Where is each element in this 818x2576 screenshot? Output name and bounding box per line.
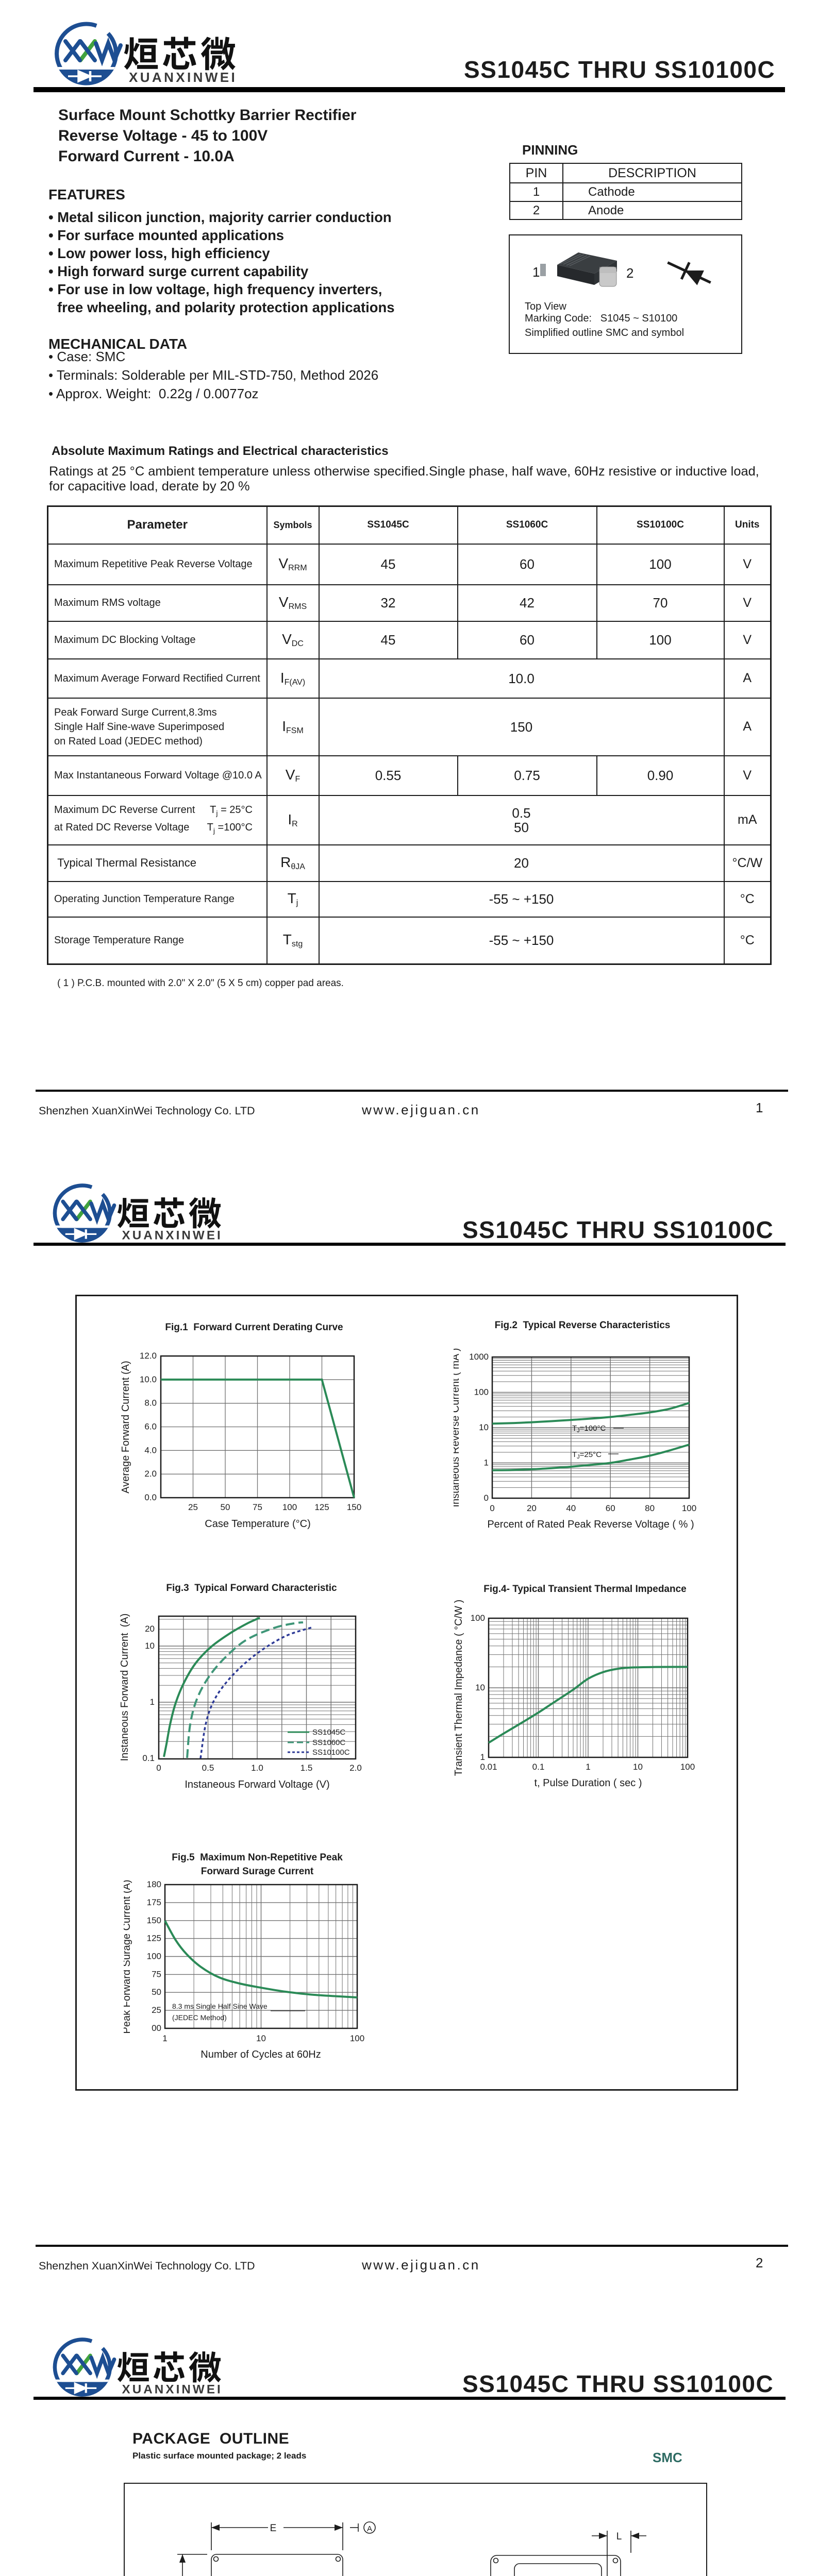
svg-text:20: 20	[145, 1624, 155, 1634]
svg-text:Percent of Rated Peak Reverse: Percent of Rated Peak Reverse Voltage ( …	[487, 1519, 694, 1530]
svg-text:A: A	[367, 2524, 372, 2533]
svg-text:6.0: 6.0	[144, 1422, 157, 1432]
svg-text:125: 125	[147, 1934, 161, 1943]
svg-text:100: 100	[350, 2033, 364, 2043]
svg-text:00: 00	[152, 2023, 161, 2033]
svg-text:Instaneous Reverse Current ( m: Instaneous Reverse Current ( mA )	[454, 1348, 461, 1507]
svg-text:100: 100	[471, 1613, 485, 1623]
svg-text:0.1: 0.1	[532, 1762, 545, 1772]
svg-text:Number of Cycles at 60Hz: Number of Cycles at 60Hz	[201, 2049, 321, 2060]
svg-text:L: L	[616, 2531, 622, 2542]
svg-text:E: E	[270, 2523, 277, 2534]
svg-text:Transient Thermal Impedance (: Transient Thermal Impedance ( °C/W )	[453, 1600, 464, 1776]
svg-text:(JEDEC Method): (JEDEC Method)	[172, 2013, 227, 2022]
svg-text:10: 10	[633, 1762, 643, 1772]
svg-text:1: 1	[532, 264, 540, 280]
svg-text:XUANXINWEI: XUANXINWEI	[129, 70, 237, 85]
svg-text:2.0: 2.0	[144, 1469, 157, 1479]
svg-text:0: 0	[484, 1493, 489, 1503]
svg-text:125: 125	[314, 1502, 329, 1512]
svg-text:Average Forward Current (A): Average Forward Current (A)	[120, 1361, 131, 1494]
svg-text:100: 100	[282, 1502, 297, 1512]
svg-text:0.5: 0.5	[202, 1763, 214, 1773]
svg-text:10: 10	[475, 1683, 485, 1692]
svg-text:100: 100	[474, 1387, 489, 1397]
svg-text:0.01: 0.01	[480, 1762, 497, 1772]
svg-text:100: 100	[680, 1762, 695, 1772]
svg-text:1.0: 1.0	[251, 1763, 263, 1773]
svg-text:4.0: 4.0	[144, 1445, 157, 1455]
svg-text:75: 75	[253, 1502, 262, 1512]
svg-text:8.3 ms Single Half Sine Wave: 8.3 ms Single Half Sine Wave	[172, 2002, 268, 2010]
svg-text:10.0: 10.0	[140, 1375, 157, 1384]
svg-text:SS1045C: SS1045C	[312, 1728, 345, 1737]
svg-text:150: 150	[147, 1916, 161, 1925]
svg-text:TJ=25°C: TJ=25°C	[572, 1450, 602, 1460]
svg-text:50: 50	[221, 1502, 230, 1512]
svg-text:100: 100	[682, 1503, 696, 1513]
svg-text:1000: 1000	[469, 1352, 489, 1362]
svg-text:80: 80	[645, 1503, 655, 1513]
svg-text:150: 150	[347, 1502, 361, 1512]
svg-text:0.1: 0.1	[142, 1753, 155, 1763]
svg-text:XUANXINWEI: XUANXINWEI	[122, 1229, 223, 1243]
svg-text:SS10100C: SS10100C	[312, 1748, 350, 1757]
svg-text:40: 40	[566, 1503, 576, 1513]
svg-text:25: 25	[152, 2005, 161, 2015]
svg-text:1: 1	[480, 1752, 485, 1762]
svg-text:10: 10	[145, 1641, 155, 1651]
svg-text:t, Pulse Duration ( sec ): t, Pulse Duration ( sec )	[535, 1777, 642, 1789]
svg-text:75: 75	[152, 1969, 161, 1979]
svg-text:25: 25	[188, 1502, 198, 1512]
svg-text:TJ=100°C: TJ=100°C	[572, 1424, 606, 1434]
svg-text:XUANXINWEI: XUANXINWEI	[122, 2383, 223, 2397]
svg-text:1: 1	[586, 1762, 590, 1772]
svg-text:SS1060C: SS1060C	[312, 1738, 345, 1747]
svg-text:0: 0	[156, 1763, 161, 1773]
svg-text:Peak Forward Surage Current (A: Peak Forward Surage Current (A)	[124, 1879, 132, 2033]
svg-text:175: 175	[147, 1897, 161, 1907]
svg-text:Case Temperature (°C): Case Temperature (°C)	[205, 1518, 310, 1530]
svg-text:8.0: 8.0	[144, 1398, 157, 1408]
svg-text:Instaneous Forward Voltage (V): Instaneous Forward Voltage (V)	[185, 1779, 329, 1790]
svg-text:1: 1	[162, 2033, 167, 2043]
svg-text:180: 180	[147, 1879, 161, 1889]
svg-text:Instaneous Forward Current (A: Instaneous Forward Current (A)	[119, 1614, 130, 1761]
svg-text:10: 10	[479, 1422, 489, 1432]
svg-text:20: 20	[527, 1503, 537, 1513]
svg-text:1: 1	[484, 1458, 489, 1468]
svg-text:12.0: 12.0	[140, 1351, 157, 1361]
svg-text:10: 10	[256, 2033, 266, 2043]
svg-text:60: 60	[606, 1503, 615, 1513]
svg-text:0.0: 0.0	[144, 1493, 157, 1502]
svg-text:100: 100	[147, 1952, 161, 1961]
svg-text:2: 2	[626, 265, 633, 281]
svg-text:1.5: 1.5	[301, 1763, 313, 1773]
svg-text:2.0: 2.0	[349, 1763, 362, 1773]
svg-text:50: 50	[152, 1987, 161, 1997]
svg-text:1: 1	[150, 1697, 155, 1707]
svg-text:0: 0	[490, 1503, 494, 1513]
